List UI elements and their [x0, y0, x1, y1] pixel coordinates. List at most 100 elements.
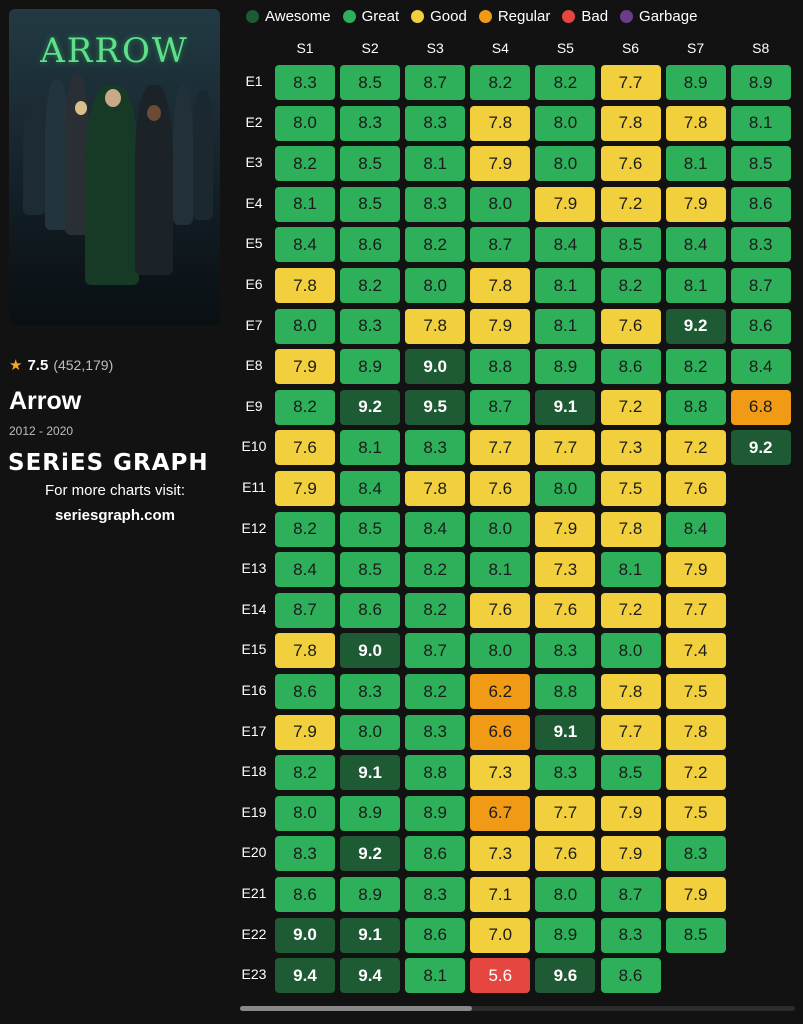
rating-cell-s1-e14[interactable]: 8.7: [275, 592, 335, 628]
rating-cell-s3-e23[interactable]: 8.1: [405, 958, 466, 994]
rating-cell-s1-e3[interactable]: 8.2: [275, 146, 335, 182]
rating-cell-s7-e3[interactable]: 8.1: [665, 146, 726, 182]
rating-cell-s1-e22[interactable]: 9.0: [275, 917, 335, 953]
rating-cell-s6-e16[interactable]: 7.8: [600, 674, 661, 709]
rating-cell-s3-e18[interactable]: 8.8: [405, 755, 466, 791]
rating-cell-s7-e15[interactable]: 7.4: [665, 633, 726, 669]
rating-cell-s4-e5[interactable]: 8.7: [470, 227, 531, 263]
rating-cell-s3-e19[interactable]: 8.9: [405, 795, 466, 831]
rating-cell-s5-e16[interactable]: 8.8: [535, 674, 596, 709]
rating-cell-s6-e12[interactable]: 7.8: [600, 511, 661, 547]
rating-cell-s1-e5[interactable]: 8.4: [275, 227, 335, 263]
rating-cell-s1-e7[interactable]: 8.0: [275, 308, 335, 344]
rating-cell-s8-e9[interactable]: 6.8: [730, 389, 791, 425]
rating-cell-s1-e11[interactable]: 7.9: [275, 471, 335, 506]
rating-cell-s1-e21[interactable]: 8.6: [275, 877, 335, 912]
rating-cell-s3-e16[interactable]: 8.2: [405, 674, 466, 709]
rating-cell-s7-e8[interactable]: 8.2: [665, 349, 726, 385]
rating-cell-s3-e11[interactable]: 7.8: [405, 471, 466, 506]
rating-cell-s1-e2[interactable]: 8.0: [275, 105, 335, 141]
rating-cell-s4-e22[interactable]: 7.0: [470, 917, 531, 953]
rating-cell-s4-e6[interactable]: 7.8: [470, 268, 531, 303]
rating-cell-s1-e17[interactable]: 7.9: [275, 714, 335, 750]
rating-cell-s6-e3[interactable]: 7.6: [600, 146, 661, 182]
rating-cell-s2-e21[interactable]: 8.9: [340, 877, 401, 912]
rating-cell-s7-e12[interactable]: 8.4: [665, 511, 726, 547]
rating-cell-s6-e14[interactable]: 7.2: [600, 592, 661, 628]
rating-cell-s2-e23[interactable]: 9.4: [340, 958, 401, 994]
rating-cell-s6-e7[interactable]: 7.6: [600, 308, 661, 344]
rating-cell-s1-e18[interactable]: 8.2: [275, 755, 335, 791]
rating-cell-s4-e15[interactable]: 8.0: [470, 633, 531, 669]
rating-cell-s1-e19[interactable]: 8.0: [275, 795, 335, 831]
rating-cell-s3-e15[interactable]: 8.7: [405, 633, 466, 669]
rating-cell-s1-e23[interactable]: 9.4: [275, 958, 335, 994]
rating-cell-s2-e7[interactable]: 8.3: [340, 308, 401, 344]
rating-cell-s2-e3[interactable]: 8.5: [340, 146, 401, 182]
rating-cell-s7-e20[interactable]: 8.3: [665, 836, 726, 872]
horizontal-scrollbar[interactable]: [240, 1006, 795, 1011]
rating-cell-s3-e3[interactable]: 8.1: [405, 146, 466, 182]
rating-cell-s8-e6[interactable]: 8.7: [730, 268, 791, 303]
rating-cell-s4-e10[interactable]: 7.7: [470, 430, 531, 466]
rating-cell-s8-e3[interactable]: 8.5: [730, 146, 791, 182]
rating-cell-s8-e10[interactable]: 9.2: [730, 430, 791, 466]
rating-cell-s5-e19[interactable]: 7.7: [535, 795, 596, 831]
rating-cell-s1-e6[interactable]: 7.8: [275, 268, 335, 303]
rating-cell-s3-e14[interactable]: 8.2: [405, 592, 466, 628]
rating-cell-s5-e14[interactable]: 7.6: [535, 592, 596, 628]
rating-cell-s2-e22[interactable]: 9.1: [340, 917, 401, 953]
rating-cell-s5-e3[interactable]: 8.0: [535, 146, 596, 182]
rating-cell-s5-e1[interactable]: 8.2: [535, 65, 596, 100]
rating-cell-s2-e8[interactable]: 8.9: [340, 349, 401, 385]
rating-cell-s5-e7[interactable]: 8.1: [535, 308, 596, 344]
rating-cell-s6-e4[interactable]: 7.2: [600, 186, 661, 222]
rating-cell-s5-e21[interactable]: 8.0: [535, 877, 596, 912]
rating-cell-s2-e19[interactable]: 8.9: [340, 795, 401, 831]
rating-cell-s6-e18[interactable]: 8.5: [600, 755, 661, 791]
rating-cell-s8-e1[interactable]: 8.9: [730, 65, 791, 100]
rating-cell-s4-e4[interactable]: 8.0: [470, 186, 531, 222]
rating-cell-s2-e13[interactable]: 8.5: [340, 552, 401, 588]
rating-cell-s4-e9[interactable]: 8.7: [470, 389, 531, 425]
rating-cell-s8-e5[interactable]: 8.3: [730, 227, 791, 263]
rating-cell-s4-e7[interactable]: 7.9: [470, 308, 531, 344]
rating-cell-s2-e6[interactable]: 8.2: [340, 268, 401, 303]
rating-cell-s4-e23[interactable]: 5.6: [470, 958, 531, 994]
rating-cell-s8-e7[interactable]: 8.6: [730, 308, 791, 344]
rating-cell-s5-e8[interactable]: 8.9: [535, 349, 596, 385]
rating-cell-s4-e11[interactable]: 7.6: [470, 471, 531, 506]
rating-cell-s6-e5[interactable]: 8.5: [600, 227, 661, 263]
rating-cell-s6-e8[interactable]: 8.6: [600, 349, 661, 385]
rating-cell-s3-e1[interactable]: 8.7: [405, 65, 466, 100]
rating-cell-s7-e14[interactable]: 7.7: [665, 592, 726, 628]
rating-cell-s6-e19[interactable]: 7.9: [600, 795, 661, 831]
scrollbar-thumb[interactable]: [240, 1006, 472, 1011]
rating-cell-s5-e10[interactable]: 7.7: [535, 430, 596, 466]
rating-cell-s2-e1[interactable]: 8.5: [340, 65, 401, 100]
rating-cell-s4-e14[interactable]: 7.6: [470, 592, 531, 628]
rating-cell-s7-e18[interactable]: 7.2: [665, 755, 726, 791]
rating-cell-s3-e5[interactable]: 8.2: [405, 227, 466, 263]
rating-cell-s2-e11[interactable]: 8.4: [340, 471, 401, 506]
rating-cell-s7-e2[interactable]: 7.8: [665, 105, 726, 141]
rating-cell-s4-e20[interactable]: 7.3: [470, 836, 531, 872]
rating-cell-s5-e13[interactable]: 7.3: [535, 552, 596, 588]
rating-cell-s4-e21[interactable]: 7.1: [470, 877, 531, 912]
rating-cell-s3-e10[interactable]: 8.3: [405, 430, 466, 466]
rating-cell-s4-e18[interactable]: 7.3: [470, 755, 531, 791]
rating-cell-s5-e17[interactable]: 9.1: [535, 714, 596, 750]
rating-cell-s6-e15[interactable]: 8.0: [600, 633, 661, 669]
rating-cell-s7-e6[interactable]: 8.1: [665, 268, 726, 303]
rating-cell-s3-e21[interactable]: 8.3: [405, 877, 466, 912]
rating-cell-s7-e1[interactable]: 8.9: [665, 65, 726, 100]
rating-cell-s5-e15[interactable]: 8.3: [535, 633, 596, 669]
rating-cell-s2-e17[interactable]: 8.0: [340, 714, 401, 750]
rating-cell-s7-e9[interactable]: 8.8: [665, 389, 726, 425]
rating-cell-s4-e17[interactable]: 6.6: [470, 714, 531, 750]
rating-cell-s6-e22[interactable]: 8.3: [600, 917, 661, 953]
rating-cell-s4-e12[interactable]: 8.0: [470, 511, 531, 547]
rating-cell-s1-e13[interactable]: 8.4: [275, 552, 335, 588]
rating-cell-s4-e3[interactable]: 7.9: [470, 146, 531, 182]
rating-cell-s2-e10[interactable]: 8.1: [340, 430, 401, 466]
